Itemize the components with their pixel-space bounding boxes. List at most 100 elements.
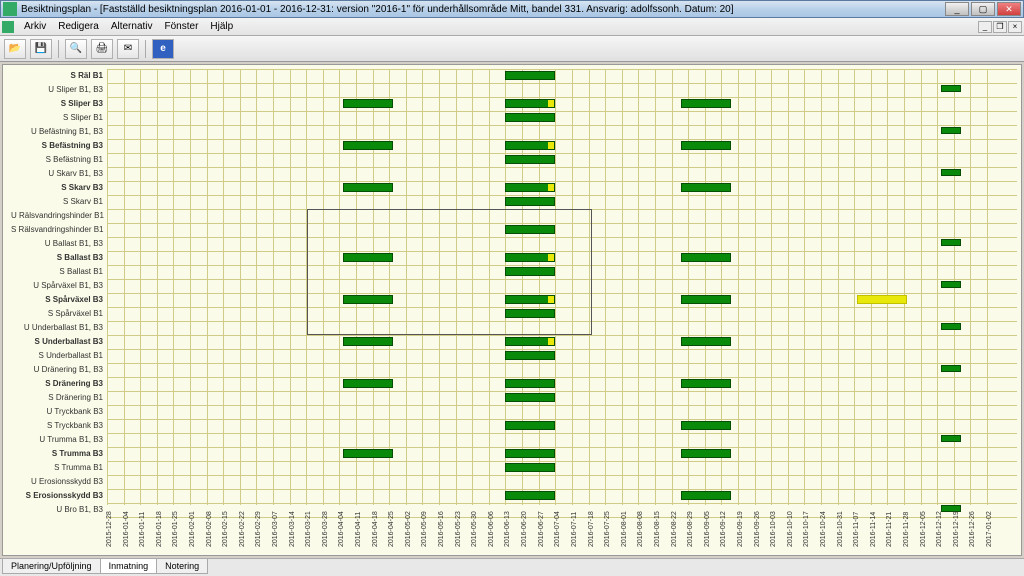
x-tick-label: 2016-12-12 (936, 511, 940, 547)
x-tick-label: 2016-05-09 (421, 511, 425, 547)
row-label: S Ballast B3 (11, 251, 107, 265)
x-tick-label: 2016-06-13 (504, 511, 508, 547)
row-label: S Spårväxel B3 (11, 293, 107, 307)
x-tick-label: 2016-09-26 (754, 511, 758, 547)
gantt-bar[interactable] (505, 113, 555, 122)
x-tick-label: 2016-02-29 (255, 511, 259, 547)
menu-arkiv[interactable]: Arkiv (18, 21, 52, 32)
gantt-bar[interactable] (505, 155, 555, 164)
row-label: S Ballast B1 (11, 265, 107, 279)
x-tick-label: 2016-08-15 (654, 511, 658, 547)
print-button[interactable]: 🖨 (91, 39, 113, 59)
row-label: S Spårväxel B1 (11, 307, 107, 321)
gantt-bar[interactable] (941, 281, 961, 288)
gantt-bar[interactable] (681, 99, 731, 108)
gantt-bar[interactable] (505, 463, 555, 472)
gantt-bar[interactable] (681, 295, 731, 304)
x-tick-label: 2016-11-21 (886, 512, 890, 547)
gantt-bar[interactable] (505, 491, 555, 500)
gantt-bar[interactable] (941, 127, 961, 134)
gantt-bar[interactable] (505, 337, 555, 346)
gantt-bar[interactable] (681, 421, 731, 430)
row-label: S Befästning B3 (11, 139, 107, 153)
tab-notering[interactable]: Notering (156, 559, 208, 574)
menu-redigera[interactable]: Redigera (52, 21, 105, 32)
mail-button[interactable]: ✉ (117, 39, 139, 59)
mdi-minimize-button[interactable]: _ (978, 21, 992, 33)
gantt-bar[interactable] (681, 141, 731, 150)
gantt-bar[interactable] (505, 351, 555, 360)
row-label: U Erosionsskydd B3 (11, 475, 107, 489)
close-button[interactable]: ✕ (997, 2, 1021, 16)
x-tick-label: 2016-11-14 (870, 512, 874, 547)
row-label: S Trumma B1 (11, 461, 107, 475)
x-tick-label: 2016-01-25 (172, 511, 176, 547)
gantt-bar[interactable] (857, 295, 907, 304)
toolbar-separator (58, 40, 59, 58)
gantt-bar[interactable] (343, 379, 393, 388)
gantt-bar[interactable] (941, 435, 961, 442)
row-label: S Sliper B3 (11, 97, 107, 111)
gantt-bar[interactable] (505, 99, 555, 108)
gantt-bar[interactable] (505, 183, 555, 192)
x-tick-label: 2016-05-23 (455, 511, 459, 547)
x-tick-label: 2016-02-08 (206, 511, 210, 547)
gantt-bar[interactable] (941, 239, 961, 246)
x-tick-label: 2016-09-12 (720, 511, 724, 547)
save-button[interactable]: 💾 (30, 39, 52, 59)
row-label: S Tryckbank B3 (11, 419, 107, 433)
gantt-bar[interactable] (505, 421, 555, 430)
x-tick-label: 2016-03-21 (305, 511, 309, 547)
gantt-bar[interactable] (505, 197, 555, 206)
gantt-bar[interactable] (505, 449, 555, 458)
x-tick-label: 2016-08-08 (637, 511, 641, 547)
open-button[interactable]: 📂 (4, 39, 26, 59)
gantt-bar[interactable] (681, 491, 731, 500)
menu-fonster[interactable]: Fönster (159, 21, 205, 32)
gantt-bar[interactable] (343, 449, 393, 458)
mdi-restore-button[interactable]: ❐ (993, 21, 1007, 33)
gantt-bar[interactable] (505, 379, 555, 388)
gantt-bar[interactable] (505, 141, 555, 150)
menu-alternativ[interactable]: Alternativ (105, 21, 159, 32)
row-label: S Underballast B3 (11, 335, 107, 349)
gantt-bar[interactable] (941, 85, 961, 92)
window-title: Besiktningsplan - [Fastställd besiktning… (21, 4, 945, 15)
print-preview-button[interactable]: 🔍 (65, 39, 87, 59)
tab-planering[interactable]: Planering/Upföljning (2, 559, 101, 574)
maximize-button[interactable]: ▢ (971, 2, 995, 16)
x-tick-label: 2016-08-29 (687, 511, 691, 547)
minimize-button[interactable]: _ (945, 2, 969, 16)
gantt-bar[interactable] (681, 379, 731, 388)
gantt-bar[interactable] (681, 253, 731, 262)
gantt-bar[interactable] (941, 323, 961, 330)
x-tick-label: 2016-03-28 (322, 511, 326, 547)
gantt-bar[interactable] (681, 337, 731, 346)
x-tick-label: 2016-11-28 (903, 512, 907, 547)
chart-plot-area[interactable] (107, 69, 1017, 505)
gantt-bar[interactable] (343, 183, 393, 192)
mdi-close-button[interactable]: × (1008, 21, 1022, 33)
gantt-bar[interactable] (343, 141, 393, 150)
gantt-bar[interactable] (681, 183, 731, 192)
gantt-bar[interactable] (505, 393, 555, 402)
gantt-bar[interactable] (681, 449, 731, 458)
row-label: S Underballast B1 (11, 349, 107, 363)
row-label: U Sliper B1, B3 (11, 83, 107, 97)
x-tick-label: 2016-10-31 (837, 511, 841, 547)
internet-button[interactable]: e (152, 39, 174, 59)
x-tick-label: 2016-12-19 (953, 511, 957, 547)
gantt-bar[interactable] (505, 71, 555, 80)
x-tick-label: 2016-06-27 (538, 511, 542, 547)
gantt-bar[interactable] (343, 99, 393, 108)
menu-hjalp[interactable]: Hjälp (204, 21, 239, 32)
gantt-bar[interactable] (941, 365, 961, 372)
gantt-bar[interactable] (343, 337, 393, 346)
bottom-tabs: Planering/Upföljning Inmatning Notering (0, 558, 1024, 576)
gantt-bar[interactable] (941, 169, 961, 176)
row-label: U Rälsvandringshinder B1 (11, 209, 107, 223)
toolbar-separator (145, 40, 146, 58)
row-label: U Tryckbank B3 (11, 405, 107, 419)
tab-inmatning[interactable]: Inmatning (100, 559, 158, 574)
row-label: S Erosionsskydd B3 (11, 489, 107, 503)
